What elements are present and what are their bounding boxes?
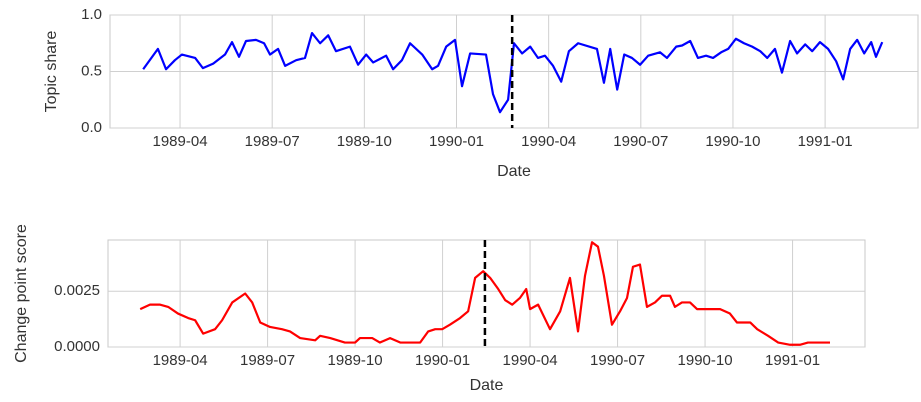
x-tick-label: 1989-10 [337,133,392,150]
y-axis-label: Change point score [13,224,30,363]
x-tick-label: 1990-04 [521,133,576,150]
x-tick-label: 1990-10 [705,133,760,150]
x-tick-label: 1991-01 [765,352,820,369]
x-tick-label: 1990-07 [613,133,668,150]
x-tick-label: 1991-01 [798,133,853,150]
y-tick-label: 0.0 [81,119,102,136]
x-tick-label: 1989-07 [240,352,295,369]
y-tick-label: 1.0 [81,6,102,23]
y-axis-label: Topic share [43,30,60,112]
x-axis-label: Date [470,377,504,394]
x-tick-label: 1989-10 [328,352,383,369]
x-tick-label: 1989-07 [245,133,300,150]
x-tick-label: 1990-01 [429,133,484,150]
data-line [142,31,884,114]
y-tick-label: 0.0000 [54,338,100,355]
x-tick-label: 1990-04 [503,352,558,369]
x-tick-label: 1990-10 [678,352,733,369]
x-axis-label: Date [497,163,531,180]
x-tick-label: 1990-01 [415,352,470,369]
plot-area [107,239,866,348]
x-tick-label: 1990-07 [590,352,645,369]
y-tick-label: 0.5 [81,62,102,79]
x-tick-label: 1989-04 [153,352,208,369]
data-line [139,241,830,346]
x-tick-label: 1989-04 [153,133,208,150]
y-tick-label: 0.0025 [54,282,100,299]
